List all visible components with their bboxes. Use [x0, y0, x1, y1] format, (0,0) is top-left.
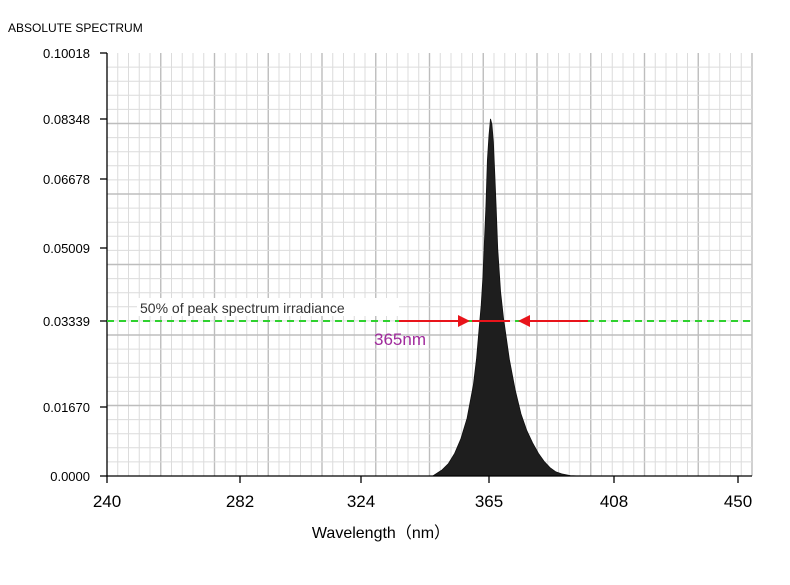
- spectrum-area-layer: [431, 118, 580, 477]
- y-tick-label: 0.10018: [43, 46, 90, 61]
- y-ticks: 0.0000 0.01670 0.03339 0.05009 0.06678 0.0834…: [43, 46, 107, 484]
- half-max-label-bg: [137, 298, 399, 316]
- y-tick-label: 0.08348: [43, 112, 90, 127]
- x-tick-label: 324: [347, 492, 375, 511]
- annotation-layer: 50% of peak spectrum irradiance 365nm: [107, 298, 752, 349]
- peak-wavelength-label: 365nm: [374, 330, 426, 349]
- axes: [106, 53, 752, 477]
- x-tick-label: 240: [93, 492, 121, 511]
- y-tick-label: 0.03339: [43, 314, 90, 329]
- y-tick-label: 0.06678: [43, 172, 90, 187]
- y-tick-label: 0.0000: [50, 469, 90, 484]
- left-arrow-head: [458, 315, 470, 327]
- spectrum-area: [431, 118, 580, 477]
- y-tick-label: 0.05009: [43, 241, 90, 256]
- half-max-label: 50% of peak spectrum irradiance: [140, 300, 345, 316]
- y-tick-label: 0.01670: [43, 400, 90, 415]
- x-ticks: 240 282 324 365 408 450: [93, 476, 752, 511]
- x-tick-label: 282: [226, 492, 254, 511]
- x-axis-label: Wavelength（nm）: [312, 524, 450, 542]
- right-arrow-head: [518, 315, 530, 327]
- x-tick-label: 365: [475, 492, 503, 511]
- x-tick-label: 450: [724, 492, 752, 511]
- x-tick-label: 408: [600, 492, 628, 511]
- grid: [107, 53, 753, 476]
- chart-title: ABSOLUTE SPECTRUM: [8, 21, 143, 35]
